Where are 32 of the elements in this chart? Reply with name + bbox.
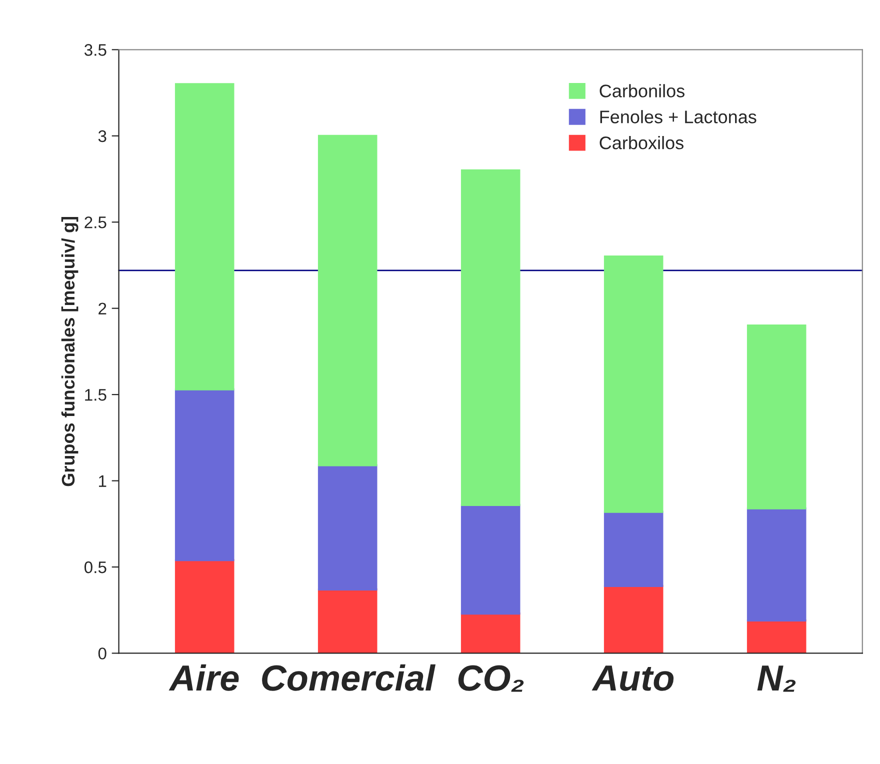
bar (460, 612, 520, 654)
x-tick-label: Aire (168, 664, 239, 691)
bar (604, 584, 664, 654)
bar (746, 507, 806, 622)
y-tick-label: 1 (98, 475, 106, 487)
bar (318, 134, 378, 466)
bar (318, 464, 378, 590)
bar (746, 619, 806, 654)
bar (604, 510, 664, 588)
y-tick-label: 2 (98, 302, 106, 314)
y-tick-label: 1.5 (85, 389, 106, 401)
x-tick-label: Auto (592, 666, 674, 691)
x-tick-label: N₂ (757, 666, 796, 692)
x-tick-label: CO₂ (458, 665, 524, 692)
y-tick-label: 3 (98, 130, 106, 142)
bar (460, 169, 520, 506)
bar (604, 256, 664, 513)
legend-label: Carboxilos (600, 136, 684, 150)
y-tick-label: 0.5 (84, 561, 106, 574)
bar (174, 559, 234, 654)
x-tick-label: Comercial (262, 664, 436, 691)
y-tick-label: 0 (98, 648, 106, 660)
legend-label: Carbonilos (600, 84, 684, 98)
y-axis-title: Grupos funcionales [mequiv/ g] (61, 217, 78, 486)
bar (318, 588, 378, 654)
bar (746, 324, 806, 510)
y-tick-label: 3.5 (84, 44, 106, 56)
y-tick-label: 2.5 (84, 216, 106, 228)
bar (460, 504, 520, 615)
bar (174, 83, 234, 390)
legend-label: Fenoles + Lactonas (600, 110, 756, 124)
bar (174, 388, 234, 562)
